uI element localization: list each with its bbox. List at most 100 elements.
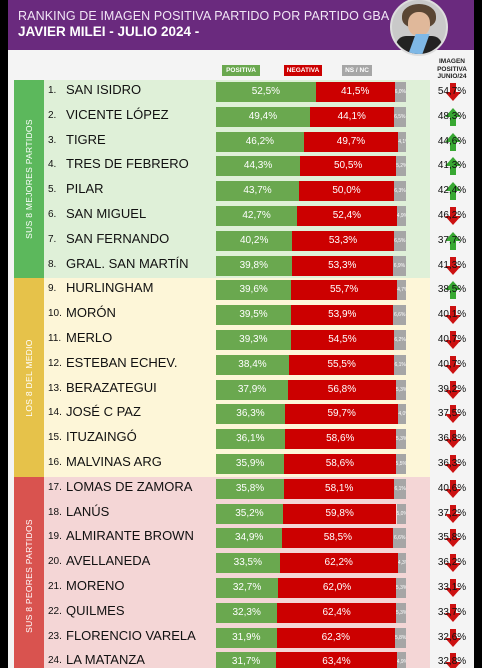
trend-up-arrow-icon [445,281,461,300]
category-label: ESTEBAN ECHEV. [66,354,178,370]
chart-row: 10. MORÓN 39,5% 53,9% 6,6% 40,1% [44,303,466,326]
bar-negativa: 55,7% [291,280,398,301]
chart-row: 16. MALVINAS ARG 35,9% 58,6% 5,5% 36,3% [44,452,466,475]
bar-nsnc: 5,3% [395,578,406,598]
rank-number: 7. [48,233,57,245]
trend-down-arrow-icon [445,355,461,374]
trend-down-arrow-icon [445,603,461,622]
category-label: MALVINAS ARG [66,454,162,469]
bar-positiva: 31,9% [216,627,277,648]
bar-positiva: 49,4% [216,106,310,127]
junio-value: 39,2% [437,383,467,395]
category-label: HURLINGHAM [66,280,154,296]
trend-down-arrow-icon [445,83,461,101]
junio-header-line2: POSITIVA [437,65,467,73]
junio-value: 48,3% [437,110,467,122]
rank-number: 1. [48,85,57,96]
section-label: SUS 8 PEORES PARTIDOS [24,519,34,633]
bar-positiva: 35,9% [216,454,285,474]
chart-row: 17. LOMAS DE ZAMORA 35,8% 58,1% 6,1% 40,6% [44,477,466,500]
trend-up-arrow-icon [445,231,461,250]
junio-value: 40,6% [437,482,467,494]
trend-down-arrow-icon [445,628,461,647]
legend-negativa: NEGATIVA [284,65,322,76]
trend-down-arrow-icon [445,207,461,225]
bar-negativa: 58,6% [284,429,396,450]
chart-frame: RANKING DE IMAGEN POSITIVA PARTIDO POR P… [8,0,474,668]
junio-column-header: IMAGEN POSITIVA JUNIO/24 [432,58,472,81]
junio-value: 46,2% [437,210,467,221]
bar-nsnc: 6,5% [393,230,406,251]
bar-positiva: 38,4% [216,354,289,375]
category-label: TRES DE FEBRERO [66,156,189,172]
rank-number: 4. [48,159,57,171]
bar-nsnc: 5,0% [396,503,406,524]
category-label: LOMAS DE ZAMORA [66,478,193,494]
junio-header-line3: JUNIO/24 [437,73,467,80]
bar-negativa: 55,5% [288,354,395,375]
category-label: BERAZATEGUI [66,379,157,395]
junio-value: 37,2% [437,507,467,519]
category-label: FLORENCIO VARELA [66,627,196,643]
junio-value: 32,8% [437,656,467,668]
bar-negativa: 58,6% [284,454,396,474]
bar-negativa: 62,2% [279,553,398,574]
trend-up-arrow-icon [445,182,461,201]
bar-negativa: 63,4% [276,652,397,668]
rank-number: 6. [48,209,57,220]
bar-negativa: 62,3% [276,627,395,648]
bar-nsnc: 6,3% [394,181,406,202]
chart-row: 8. GRAL. SAN MARTÍN 39,8% 53,3% 6,9% 41,3% [44,254,466,277]
chart-row: 6. SAN MIGUEL 42,7%52,4%4,9% 46,2% [44,204,466,227]
bar-nsnc: 4,9% [396,206,406,226]
junio-value: 37,5% [437,408,467,420]
bar-positiva: 34,9% [216,528,283,549]
category-label: PILAR [66,181,104,197]
category-label: JOSÉ C PAZ [66,404,141,420]
category-label: MORENO [66,578,125,593]
rank-number: 8. [48,258,57,270]
bar-nsnc: 5,3% [395,379,406,400]
rank-number: 19. [48,531,62,543]
legend-positiva: POSITIVA [222,65,260,76]
chart-row: 9. HURLINGHAM 39,6%55,7%4,7% 38,5% [44,278,466,301]
chart-row: 24. LA MATANZA 31,7%63,4%4,9% 32,8% [44,650,466,668]
chart-row: 23. FLORENCIO VARELA 31,9% 62,3% 5,8% 32,6% [44,626,466,649]
category-label: SAN FERNANDO [66,230,170,246]
bar-positiva: 32,7% [216,578,279,598]
trend-up-arrow-icon [445,157,461,176]
bar-negativa: 59,7% [284,404,399,425]
bar-negativa: 49,7% [303,131,399,152]
bar-negativa: 53,3% [292,230,394,251]
bar-positiva: 37,9% [216,379,288,400]
category-label: SAN ISIDRO [66,82,142,97]
bar-nsnc: 4,0% [398,404,406,425]
bar-negativa: 41,5% [315,82,395,102]
bar-negativa: 50,0% [299,181,395,202]
junio-header-line1: IMAGEN [439,58,465,65]
category-label: AVELLANEDA [66,553,151,569]
bar-negativa: 53,9% [291,305,394,326]
bar-nsnc: 5,8% [394,627,406,648]
chart-row: 15. ITUZAINGÓ 36,1%58,6%5,3% 36,8% [44,427,466,450]
chart-row: 5. PILAR 43,7% 50,0% 6,3% 42,4% [44,179,466,202]
chart-row: 7. SAN FERNANDO 40,2% 53,3% 6,5% 37,7% [44,229,466,252]
bar-nsnc: 5,3% [395,602,406,623]
chart-row: 2. VICENTE LÓPEZ 49,4% 44,1% 6,5% 48,3% [44,105,466,128]
bar-negativa: 53,3% [291,255,393,276]
junio-value: 36,2% [437,557,467,569]
category-label: LA MATANZA [66,652,145,668]
rank-number: 2. [48,109,57,121]
bar-positiva: 46,2% [216,131,304,152]
bar-positiva: 52,5% [216,82,316,102]
category-label: QUILMES [66,602,125,618]
chart-row: 11. MERLO 39,3% 54,5% 6,2% 40,7% [44,328,466,351]
rank-number: 9. [48,283,57,295]
chart-row: 12. ESTEBAN ECHEV. 38,4% 55,5% 6,1% 40,7% [44,353,466,376]
bar-negativa: 54,5% [290,330,395,350]
bar-positiva: 35,2% [216,503,283,524]
section-label: SUS 8 MEJORES PARTIDOS [24,119,34,240]
junio-value: 40,7% [437,358,467,370]
bar-positiva: 33,5% [216,553,280,574]
bar-nsnc: 6,6% [393,528,406,549]
